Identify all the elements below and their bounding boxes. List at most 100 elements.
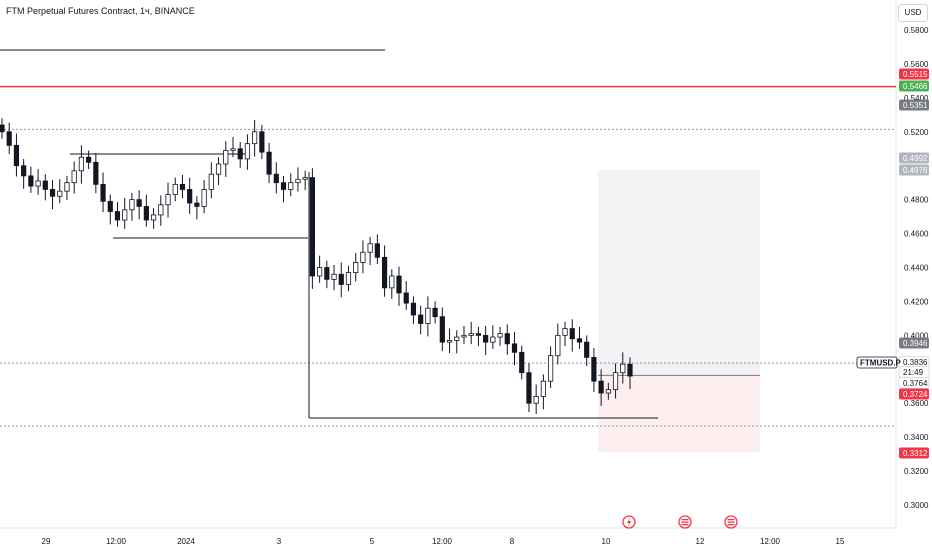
candle[interactable] [114, 202, 121, 227]
candle[interactable] [324, 260, 330, 289]
candle[interactable] [454, 330, 460, 354]
candle[interactable] [49, 180, 56, 210]
candle[interactable] [403, 281, 409, 310]
candle[interactable] [179, 175, 186, 199]
candle[interactable] [497, 326, 503, 346]
candle[interactable] [533, 384, 539, 415]
candle[interactable] [367, 236, 373, 266]
candle[interactable] [6, 122, 12, 155]
candle[interactable] [620, 352, 626, 384]
candle[interactable] [432, 301, 438, 324]
candle[interactable] [252, 119, 258, 157]
candle[interactable] [107, 194, 113, 225]
candle[interactable] [410, 296, 417, 324]
candle[interactable] [122, 197, 128, 229]
flag-icon[interactable] [678, 515, 692, 529]
candle[interactable] [526, 363, 532, 413]
candle[interactable] [244, 134, 251, 170]
candle[interactable] [288, 173, 294, 197]
candle[interactable] [353, 253, 359, 282]
candle[interactable] [338, 262, 344, 298]
candle[interactable] [172, 177, 178, 202]
candle[interactable] [483, 326, 489, 356]
candle[interactable] [381, 245, 388, 297]
candle[interactable] [21, 158, 27, 189]
candle[interactable] [215, 157, 222, 186]
candle[interactable] [78, 145, 85, 184]
candle[interactable] [591, 348, 597, 393]
candle[interactable] [584, 335, 590, 367]
candle[interactable] [158, 195, 164, 226]
candle[interactable] [555, 323, 561, 365]
candle[interactable] [35, 169, 41, 195]
price-tick-label: 0.3200 [904, 467, 929, 476]
candle[interactable] [490, 325, 496, 349]
candle[interactable] [302, 170, 308, 191]
candle[interactable] [627, 357, 633, 389]
currency-button[interactable]: USD [898, 4, 928, 22]
candle[interactable] [266, 142, 272, 184]
candle[interactable] [504, 324, 510, 355]
candle[interactable] [237, 141, 243, 168]
symbol-label[interactable]: FTMUSD.P [856, 356, 902, 369]
candle[interactable] [396, 266, 402, 306]
candle[interactable] [230, 136, 236, 158]
candle[interactable] [57, 179, 63, 204]
candle[interactable] [598, 369, 604, 406]
candle[interactable] [13, 133, 20, 177]
candle[interactable] [374, 234, 380, 265]
candle[interactable] [511, 331, 518, 366]
candle[interactable] [64, 175, 70, 200]
candle[interactable] [612, 363, 619, 399]
position-profit-zone[interactable] [598, 169, 760, 376]
candle[interactable] [273, 162, 279, 194]
candle[interactable] [562, 321, 568, 347]
candle[interactable] [208, 162, 214, 199]
candle[interactable] [165, 182, 171, 218]
candle[interactable] [345, 265, 352, 292]
candle[interactable] [259, 125, 265, 159]
candle[interactable] [201, 180, 207, 214]
candle[interactable] [519, 345, 525, 380]
price-tag: 0.3724 [899, 388, 929, 400]
candle[interactable] [129, 192, 135, 221]
position-loss-zone[interactable] [598, 375, 760, 453]
candle[interactable] [28, 166, 34, 193]
candle[interactable] [280, 175, 287, 203]
candle[interactable] [360, 240, 366, 274]
price-tag-text: 0.3764 [903, 379, 928, 388]
candle[interactable] [86, 150, 92, 170]
candle[interactable] [223, 141, 229, 177]
candle[interactable] [71, 161, 77, 194]
candle[interactable] [100, 172, 106, 213]
price-tag-text: 0.3946 [903, 339, 928, 348]
candle[interactable] [194, 196, 200, 220]
candle[interactable] [439, 307, 445, 351]
candle[interactable] [136, 190, 142, 220]
flag-icon[interactable] [724, 515, 738, 529]
candle[interactable] [317, 255, 323, 283]
candle[interactable] [150, 208, 157, 229]
candle[interactable] [446, 328, 453, 353]
lightning-icon[interactable] [622, 515, 636, 529]
candle[interactable] [295, 167, 301, 192]
candle[interactable] [187, 177, 193, 214]
candle[interactable] [143, 194, 149, 227]
candle[interactable] [389, 269, 395, 299]
candle[interactable] [475, 326, 482, 347]
candle[interactable] [0, 118, 5, 139]
candle[interactable] [93, 152, 99, 194]
candle[interactable] [418, 305, 424, 335]
candle[interactable] [569, 319, 575, 352]
candle[interactable] [468, 321, 474, 345]
candle[interactable] [605, 382, 611, 400]
candle[interactable] [547, 346, 554, 388]
candle[interactable] [42, 174, 48, 201]
candle[interactable] [461, 326, 467, 344]
candle[interactable] [540, 374, 546, 410]
candle[interactable] [309, 168, 315, 289]
candle[interactable] [576, 326, 583, 349]
candle[interactable] [331, 264, 337, 291]
candle[interactable] [425, 296, 431, 337]
